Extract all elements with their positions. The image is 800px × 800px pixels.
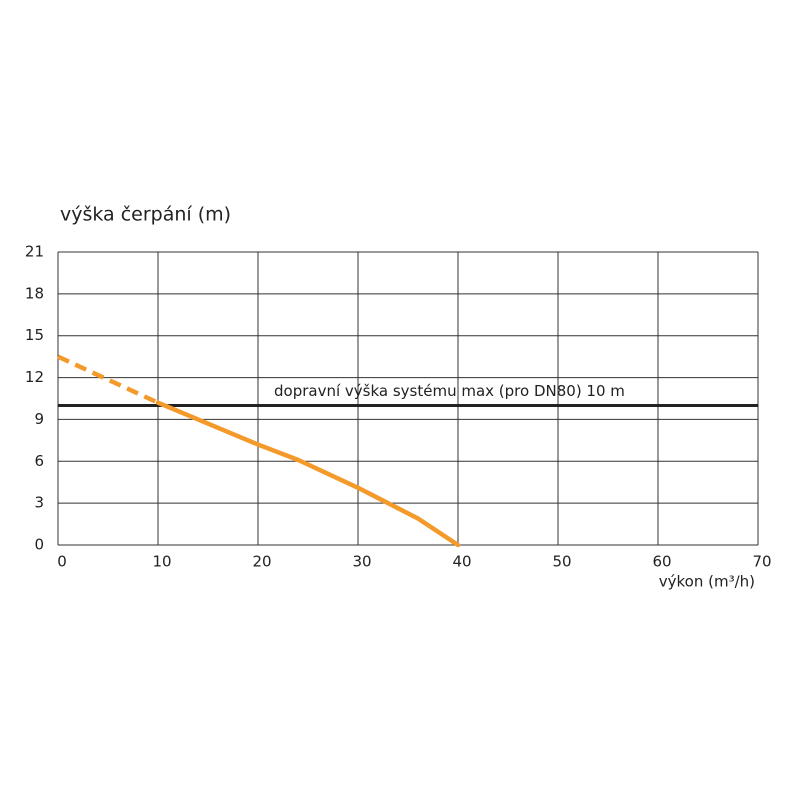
x-tick-label: 60 [652, 553, 671, 571]
y-tick-label: 12 [25, 368, 44, 386]
line-series [155, 400, 461, 548]
x-tick-label: 10 [152, 553, 171, 571]
x-tick-label: 70 [752, 553, 771, 571]
x-tick-label: 30 [352, 553, 371, 571]
line-series [57, 354, 159, 405]
y-axis-label: výška čerpání (m) [60, 204, 231, 226]
y-tick-label: 6 [34, 452, 44, 470]
y-tick-label: 3 [34, 494, 44, 512]
y-tick-label: 18 [25, 284, 44, 302]
y-tick-label: 9 [34, 410, 44, 428]
y-tick-label: 15 [25, 326, 44, 344]
y-tick-label: 21 [25, 243, 44, 261]
reference-label: dopravní výška systému max (pro DN80) 10… [274, 382, 625, 400]
x-tick-label: 50 [552, 553, 571, 571]
x-tick-label: 40 [452, 553, 471, 571]
x-tick-label: 0 [57, 553, 67, 571]
y-tick-label: 0 [34, 536, 44, 554]
x-axis-label: výkon (m³/h) [659, 573, 755, 591]
x-tick-label: 20 [252, 553, 271, 571]
